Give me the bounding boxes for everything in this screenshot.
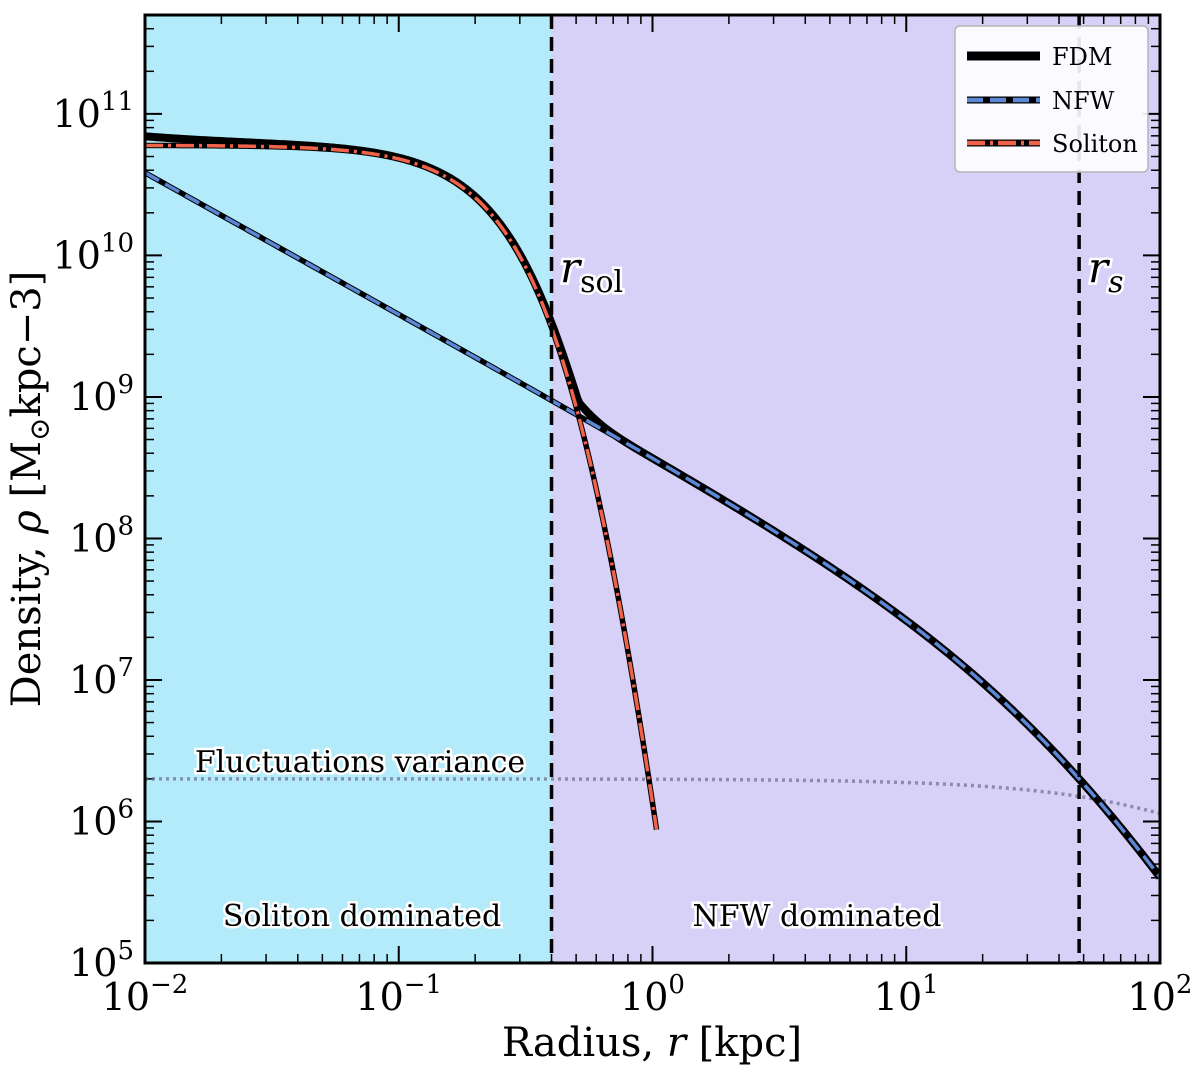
x-axis-label: Radius, r [kpc]	[502, 1020, 802, 1066]
legend-box	[954, 25, 1149, 173]
soliton-region-label: Soliton dominated	[223, 899, 501, 934]
fluctuations-variance-curve	[145, 777, 1160, 816]
y-axis-label: Density, ρ [M⊙kpc−3]	[4, 271, 56, 708]
y-tick-label: 105	[69, 936, 134, 985]
legend-nfw-label: NFW	[1052, 87, 1115, 115]
nfw-region-label: NFW dominated	[693, 899, 942, 934]
nfw-curve	[145, 171, 1160, 879]
soliton-region	[145, 15, 552, 963]
y-tick-label: 1010	[53, 228, 134, 277]
y-tick-label: 106	[69, 794, 134, 843]
legend-soliton-label: Soliton	[1052, 130, 1138, 158]
legend: FDM NFW Soliton	[954, 25, 1149, 173]
y-tick-label: 1011	[53, 87, 134, 136]
x-tick-labels: 10−2 10−1 100 101 102	[102, 970, 1193, 1019]
x-tick-label: 10−1	[355, 970, 442, 1019]
x-tick-label: 10−2	[102, 970, 189, 1019]
curves	[145, 132, 1160, 880]
x-tick-label: 102	[1128, 970, 1193, 1019]
x-tick-label: 101	[874, 970, 939, 1019]
y-tick-labels: 105 106 107 108 109 1010 1011	[53, 87, 134, 985]
y-tick-label: 109	[69, 370, 134, 419]
y-tick-label: 107	[69, 653, 134, 702]
soliton-curve	[145, 143, 659, 831]
plot-frame	[143, 13, 1162, 965]
x-tick-label: 100	[620, 970, 685, 1019]
y-tick-label: 108	[69, 511, 134, 560]
legend-fdm-label: FDM	[1052, 43, 1112, 71]
fluctuations-variance-label: Fluctuations variance	[195, 745, 525, 780]
